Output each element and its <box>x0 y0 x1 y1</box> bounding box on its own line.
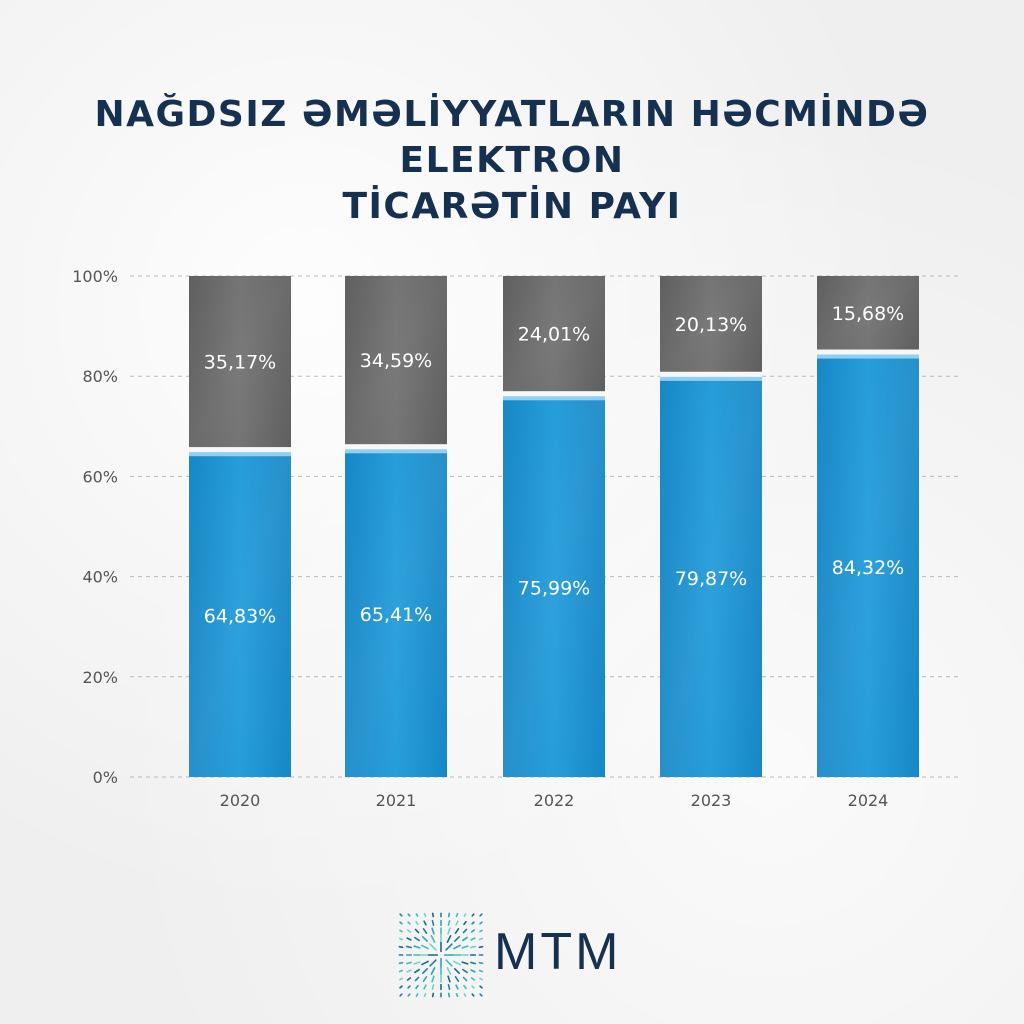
data-label-ecommerce: 79,87% <box>675 568 747 590</box>
bar-ecommerce-shine <box>503 396 605 777</box>
mtm-logo-mark-icon <box>398 912 484 998</box>
x-tick-label: 2023 <box>691 791 732 810</box>
bar-group-2024: 84,32% 15,68% <box>817 276 919 777</box>
bar-ecommerce-shine <box>660 376 762 777</box>
bar-group-2022: 75,99% 24,01% <box>503 276 605 777</box>
data-label-other: 34,59% <box>360 350 432 372</box>
x-tick-label: 2021 <box>376 791 417 810</box>
data-label-ecommerce: 64,83% <box>204 606 276 628</box>
x-tick-label: 2022 <box>534 791 575 810</box>
bar-separator <box>189 447 291 453</box>
data-label-ecommerce: 75,99% <box>518 578 590 600</box>
y-tick-label: 0% <box>93 768 118 787</box>
bar-separator <box>817 349 919 355</box>
bar-ecommerce-top-edge <box>660 376 762 381</box>
mtm-logo-text: MTM <box>494 923 622 981</box>
chart-title-line-1: NAĞDSIZ ƏMƏLİYYATLARIN HƏCMİNDƏ ELEKTRON <box>94 94 930 181</box>
bar-ecommerce-top-edge <box>503 396 605 401</box>
data-label-ecommerce: 84,32% <box>832 557 904 579</box>
x-axis-ticks: 2020 2021 2022 2023 2024 <box>220 791 889 810</box>
bar-ecommerce-top-edge <box>817 354 919 359</box>
x-tick-label: 2024 <box>848 791 889 810</box>
bars: 64,83% 35,17% 65,41% 34,59% 75,99% 24,01% 79,8… <box>189 276 919 777</box>
data-label-ecommerce: 65,41% <box>360 604 432 626</box>
bar-group-2020: 64,83% 35,17% <box>189 276 291 777</box>
data-label-other: 15,68% <box>832 303 904 325</box>
bar-group-2023: 79,87% 20,13% <box>660 276 762 777</box>
chart-title-line-2: TİCARƏTİN PAYI <box>342 186 682 227</box>
chart-title: NAĞDSIZ ƏMƏLİYYATLARIN HƏCMİNDƏ ELEKTRON… <box>0 92 1024 230</box>
x-tick-label: 2020 <box>220 791 261 810</box>
bar-separator <box>503 391 605 397</box>
y-tick-label: 40% <box>82 568 118 587</box>
bar-other-shine <box>817 276 919 350</box>
bar-other-shine <box>503 276 605 392</box>
bar-ecommerce-top-edge <box>345 449 447 454</box>
bar-other-shine <box>660 276 762 372</box>
mtm-logo: MTM <box>398 910 638 1000</box>
y-tick-label: 80% <box>82 367 118 386</box>
bar-other-shine <box>345 276 447 445</box>
bar-ecommerce-shine <box>817 354 919 777</box>
data-label-other: 20,13% <box>675 314 747 336</box>
data-label-other: 35,17% <box>204 352 276 374</box>
y-tick-label: 20% <box>82 668 118 687</box>
bar-ecommerce-shine <box>345 449 447 777</box>
data-label-other: 24,01% <box>518 324 590 346</box>
y-tick-label: 100% <box>72 267 118 286</box>
bar-separator <box>660 371 762 377</box>
y-tick-label: 60% <box>82 467 118 486</box>
y-axis-ticks: 0% 20% 40% 60% 80% 100% <box>72 267 118 787</box>
bar-group-2021: 65,41% 34,59% <box>345 276 447 777</box>
bar-separator <box>345 444 447 450</box>
bar-other-shine <box>189 276 291 448</box>
bar-ecommerce-top-edge <box>189 452 291 457</box>
bar-ecommerce-shine <box>189 452 291 777</box>
